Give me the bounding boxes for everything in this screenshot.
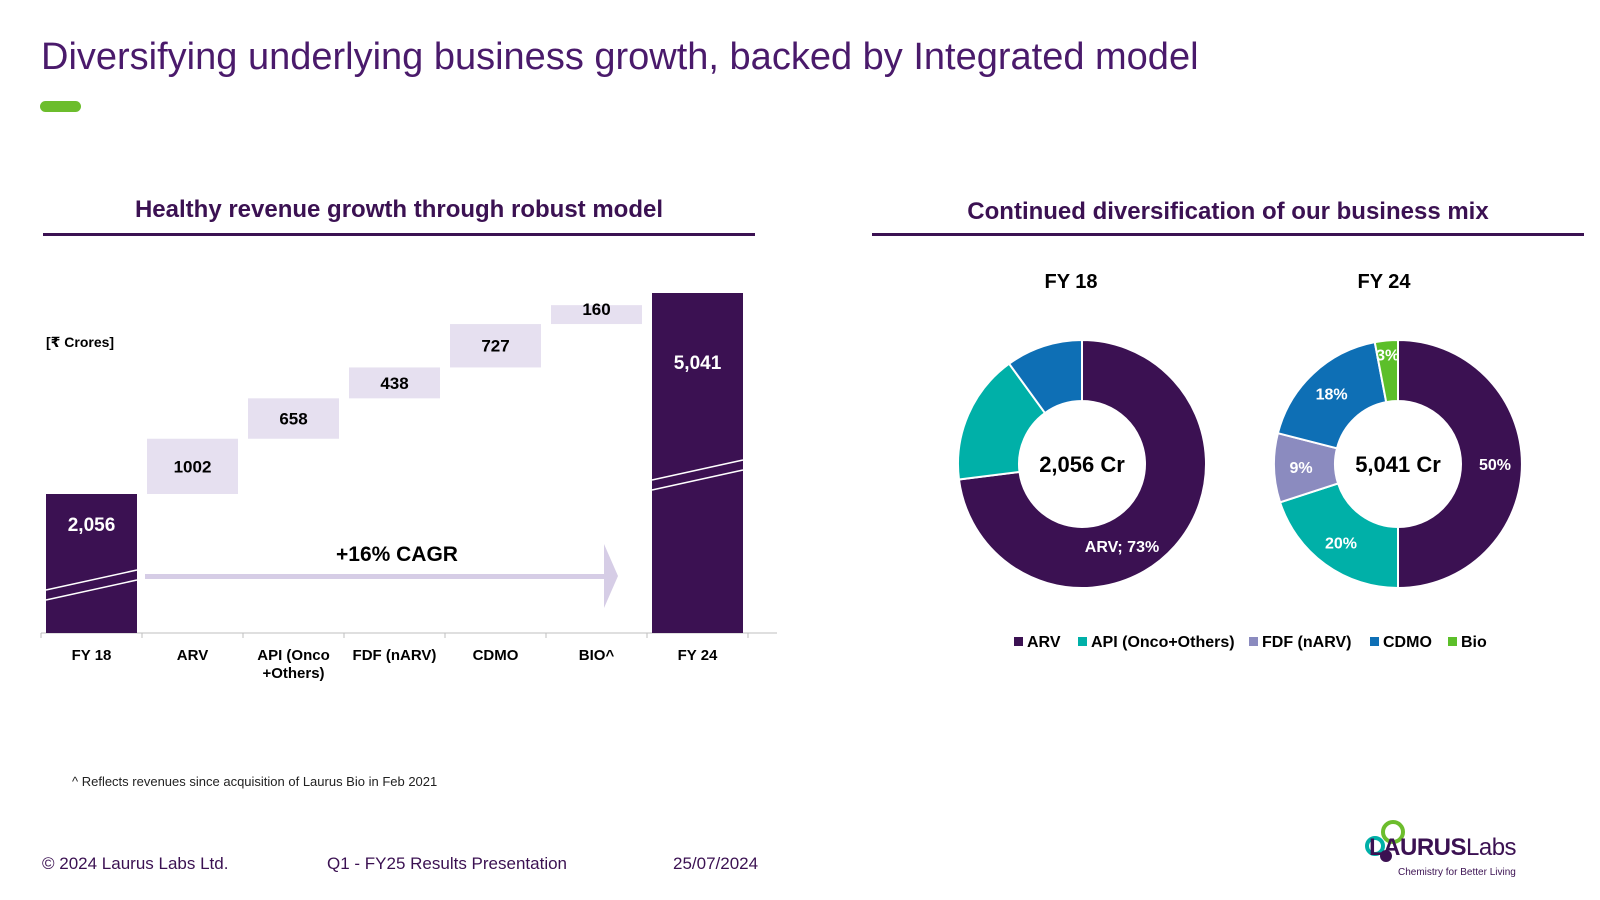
waterfall-bar (349, 367, 440, 399)
legend-label: Bio (1461, 634, 1487, 651)
logo-brand-bold: LAURUS (1369, 834, 1467, 861)
donut-slice-label: 9% (1289, 460, 1312, 477)
logo-tagline: Chemistry for Better Living (1398, 867, 1516, 878)
waterfall-category-label: BIO^ (579, 647, 615, 664)
cagr-arrow-shaft (145, 574, 605, 579)
waterfall-category-label: CDMO (473, 647, 519, 664)
waterfall-bar (147, 438, 238, 494)
legend-swatch (1078, 637, 1087, 646)
footer-copyright: © 2024 Laurus Labs Ltd. (42, 854, 229, 873)
legend-label: FDF (nARV) (1262, 634, 1351, 651)
donut-slice-label: ARV; 73% (1085, 539, 1159, 556)
waterfall-bar (450, 324, 541, 368)
donut-slice-label: 50% (1479, 457, 1511, 474)
waterfall-title-rule (43, 233, 755, 236)
waterfall-bar (248, 398, 339, 439)
waterfall-data-label: 5,041 (674, 353, 722, 374)
donut-center-label: 5,041 Cr (1355, 452, 1441, 477)
waterfall-category-label: ARV (177, 647, 208, 664)
logo-brand-light: Labs (1466, 834, 1517, 861)
donut-title: FY 18 (1045, 271, 1098, 293)
mix-title-rule (872, 233, 1584, 236)
legend-swatch (1014, 637, 1023, 646)
axis-break-line (45, 579, 138, 601)
footer-date: 25/07/2024 (673, 854, 759, 873)
legend-swatch (1370, 637, 1379, 646)
donut-slice (1373, 338, 1399, 404)
donut-slice-label: 3% (1376, 347, 1399, 364)
donut-title: FY 24 (1358, 271, 1412, 293)
waterfall-data-label: 727 (481, 337, 509, 356)
footer-presentation: Q1 - FY25 Results Presentation (327, 854, 568, 873)
axis-break-line (45, 569, 138, 591)
mix-title: Continued diversification of our busines… (967, 198, 1489, 225)
waterfall-data-label: 1002 (174, 457, 212, 476)
waterfall-data-label: 438 (380, 374, 408, 393)
waterfall-category-label: API (Onco (257, 647, 330, 664)
waterfall-title: Healthy revenue growth through robust mo… (134, 196, 664, 223)
waterfall-bar (551, 305, 642, 325)
waterfall-data-label: 658 (279, 410, 307, 429)
page-title: Diversifying underlying business growth,… (41, 36, 1199, 78)
cagr-arrow-head (604, 544, 618, 608)
donut-slice (1276, 341, 1388, 450)
donut-slice-label: 20% (1325, 535, 1357, 552)
legend-swatch (1249, 637, 1258, 646)
waterfall-category-label: FY 24 (678, 647, 718, 664)
donut-center-label: 2,056 Cr (1039, 452, 1125, 477)
axis-break-line (651, 459, 744, 481)
donut-slice (1007, 338, 1083, 415)
axis-break-line (651, 469, 744, 491)
logo-wordmark: LAURUSLabs (1369, 834, 1517, 862)
title-accent-bar (40, 101, 81, 112)
waterfall-unit-label: [₹ Crores] (46, 334, 114, 350)
donut-slice (1278, 482, 1399, 590)
donut-slice-label: 18% (1316, 386, 1348, 403)
cagr-annotation: +16% CAGR (336, 543, 458, 566)
logo-icon (1365, 820, 1405, 862)
legend-label: API (Onco+Others) (1091, 634, 1235, 651)
donut-slice (1397, 338, 1523, 590)
waterfall-bar (46, 494, 137, 633)
footnote: ^ Reflects revenues since acquisition of… (72, 774, 438, 789)
legend-swatch (1448, 637, 1457, 646)
legend-label: CDMO (1383, 634, 1432, 651)
donut-slice (957, 338, 1207, 589)
waterfall-data-label: 160 (582, 300, 610, 319)
waterfall-category-label: +Others) (262, 665, 324, 682)
waterfall-category-label: FY 18 (72, 647, 112, 664)
waterfall-data-label: 2,056 (68, 515, 116, 536)
waterfall-category-label: FDF (nARV) (353, 647, 437, 664)
legend-label: ARV (1027, 634, 1061, 651)
